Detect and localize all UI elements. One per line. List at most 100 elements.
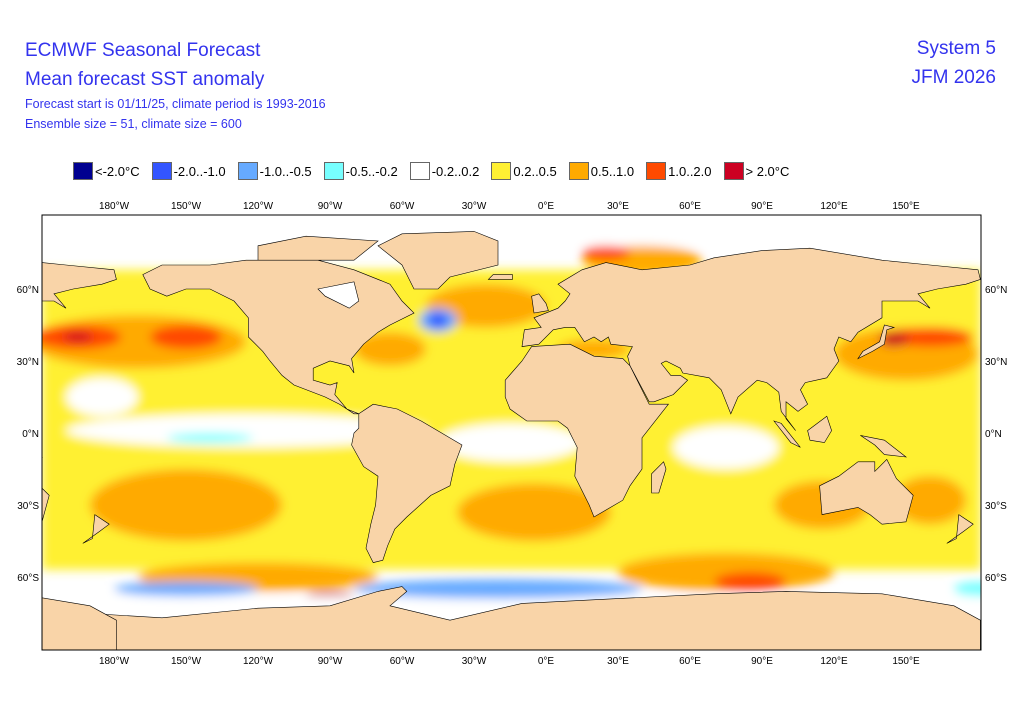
lon-label: 30°W [462, 656, 487, 667]
title: ECMWF Seasonal Forecast [25, 40, 261, 61]
ensemble-info: Ensemble size = 51, climate size = 600 [25, 117, 242, 131]
lon-label: 120°W [243, 656, 274, 667]
lon-label: 60°E [679, 656, 701, 667]
anomaly-region [582, 245, 630, 261]
lat-label: 30°N [17, 357, 39, 368]
lon-label: 150°W [171, 656, 202, 667]
anomaly-region [66, 377, 138, 417]
anomaly-region [886, 327, 974, 347]
landmass [42, 487, 50, 523]
anomaly-region [66, 413, 426, 448]
landmass [42, 586, 981, 650]
anomaly-region [438, 423, 582, 462]
lon-label: 180°W [99, 201, 130, 212]
lon-label: 30°E [607, 201, 629, 212]
anomaly-region [90, 469, 282, 541]
lat-label: 60°S [985, 573, 1007, 584]
color-legend: <-2.0°C -2.0..-1.0 -1.0..-0.5 -0.5..-0.2 -0.… [73, 162, 801, 180]
lat-label: 30°N [985, 357, 1007, 368]
period-label: JFM 2026 [911, 67, 996, 88]
anomaly-region [150, 325, 222, 349]
lon-label: 60°W [390, 656, 415, 667]
legend-item: -0.5..-0.2 [323, 162, 398, 180]
lon-label: 90°E [751, 656, 773, 667]
legend-label: > 2.0°C [745, 163, 790, 179]
lat-label: 30°S [985, 501, 1007, 512]
landmass [257, 235, 379, 261]
landmass [504, 343, 670, 518]
lon-label: 120°E [820, 656, 848, 667]
legend-item: 1.0..2.0 [646, 162, 712, 180]
lon-label: 0°E [538, 656, 555, 667]
anomaly-region [354, 579, 642, 599]
legend-swatch [323, 162, 344, 180]
legend-swatch [568, 162, 589, 180]
map-frame [41, 214, 982, 651]
landmass [0, 325, 30, 359]
landmass [651, 461, 667, 494]
landmass [42, 597, 117, 650]
legend-swatch [723, 162, 744, 180]
lon-label: 90°W [318, 201, 343, 212]
anomaly-region [42, 215, 981, 246]
lat-label: 60°S [17, 573, 39, 584]
forecast-info: Forecast start is 01/11/25, climate peri… [25, 97, 326, 111]
landmass [860, 435, 908, 458]
landmass [857, 324, 896, 360]
legend-label: -1.0..-0.5 [259, 163, 312, 179]
lon-label: 60°E [679, 201, 701, 212]
anomaly-region [354, 332, 426, 366]
legend-label: -0.2..0.2 [431, 163, 480, 179]
legend-item: 0.5..1.0 [568, 162, 635, 180]
anomaly-region [428, 313, 448, 328]
lon-label: 150°E [892, 201, 920, 212]
legend-item: <-2.0°C [73, 162, 140, 180]
legend-label: 1.0..2.0 [668, 163, 712, 179]
legend-label: -0.5..-0.2 [345, 163, 398, 179]
anomaly-region [166, 433, 254, 443]
landmass [487, 274, 513, 280]
anomaly-region [714, 572, 786, 592]
anomaly-region [673, 425, 779, 469]
lon-label: 180°W [99, 656, 130, 667]
landmass [521, 247, 981, 431]
lon-label: 150°E [892, 656, 920, 667]
landmass [351, 403, 463, 563]
lat-label: 0°N [985, 429, 1002, 440]
legend-item: > 2.0°C [723, 162, 790, 180]
anomaly-region [894, 476, 966, 525]
legend-label: 0.5..1.0 [590, 163, 635, 179]
lon-label: 30°E [607, 656, 629, 667]
landmass [946, 514, 974, 544]
landmass [531, 293, 549, 314]
lon-label: 90°E [751, 201, 773, 212]
subtitle: Mean forecast SST anomaly [25, 69, 265, 90]
lon-label: 150°W [171, 201, 202, 212]
landmass [377, 231, 499, 290]
lat-label: 0°N [22, 429, 39, 440]
hudson-bay [317, 281, 360, 309]
lon-label: 120°W [243, 201, 274, 212]
legend-swatch [237, 162, 258, 180]
landmass [82, 514, 110, 544]
landmass [42, 262, 117, 309]
legend-label: -2.0..-1.0 [173, 163, 226, 179]
anomaly-region [457, 483, 611, 541]
anomaly-region [63, 332, 93, 342]
anomaly-region [954, 581, 981, 597]
lon-label: 90°W [318, 656, 343, 667]
system-label: System 5 [916, 38, 996, 59]
landmass [773, 420, 801, 448]
anomaly-region [879, 332, 909, 347]
legend-swatch [151, 162, 172, 180]
lon-label: 0°E [538, 201, 555, 212]
legend-item: -0.2..0.2 [409, 162, 480, 180]
lon-label: 60°W [390, 201, 415, 212]
map-layers [0, 215, 981, 650]
lat-label: 30°S [17, 501, 39, 512]
legend-swatch [73, 162, 93, 180]
lat-label: 60°N [17, 285, 39, 296]
lat-label: 60°N [985, 285, 1007, 296]
landmass [807, 415, 832, 443]
